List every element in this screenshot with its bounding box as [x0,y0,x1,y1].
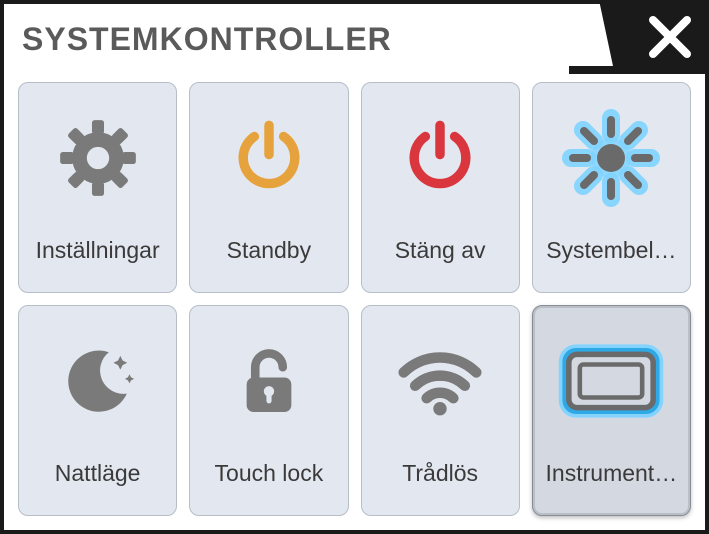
tile-standby[interactable]: Standby [189,82,348,293]
tile-nightmode[interactable]: Nattläge [18,305,177,516]
panel-title: SYSTEMKONTROLLER [22,21,392,58]
power-icon [366,91,515,224]
moon-icon [23,314,172,447]
tile-brightness[interactable]: Systembel… [532,82,691,293]
lock-open-icon [194,314,343,447]
brightness-icon [537,91,686,224]
tile-settings[interactable]: Inställningar [18,82,177,293]
tile-label: Inställningar [32,224,164,278]
tiles-grid: Inställningar Standby [4,74,705,530]
panel-header: SYSTEMKONTROLLER [4,4,705,74]
tile-label: Nattläge [51,447,145,501]
tile-label: Standby [223,224,315,278]
tile-label: Instrument… [542,447,682,501]
tile-touchlock[interactable]: Touch lock [189,305,348,516]
tile-shutdown[interactable]: Stäng av [361,82,520,293]
tile-label: Systembel… [542,224,680,278]
system-controls-panel: SYSTEMKONTROLLER [0,0,709,534]
tile-wireless[interactable]: Trådlös [361,305,520,516]
tile-instrument[interactable]: Instrument… [532,305,691,516]
close-button[interactable] [605,4,705,70]
tile-label: Stäng av [391,224,490,278]
gear-icon [23,91,172,224]
standby-icon [194,91,343,224]
tile-label: Trådlös [398,447,482,501]
wifi-icon [366,314,515,447]
display-icon [537,314,686,447]
tile-label: Touch lock [211,447,328,501]
close-icon [605,4,705,70]
